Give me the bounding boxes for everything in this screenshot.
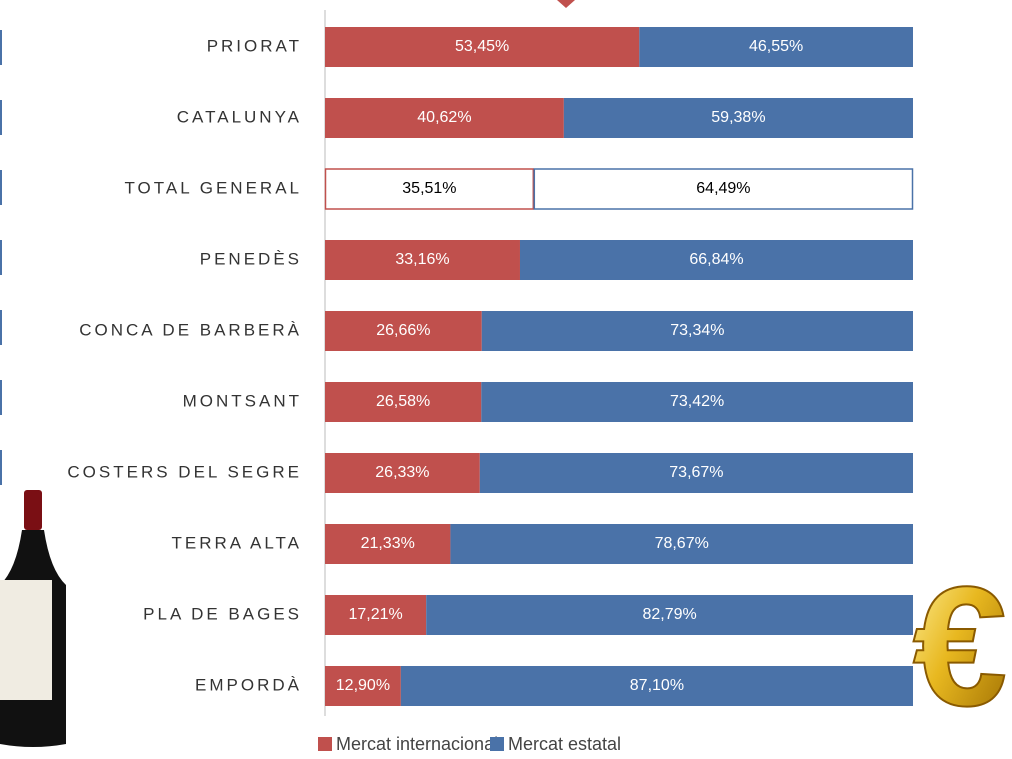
- chart: € PRIORAT 53,45% 46,55% CATALUNYA 40,62% 59,3…: [0, 0, 1012, 754]
- value-label: 21,33%: [361, 535, 415, 552]
- value-label: 73,42%: [670, 393, 724, 410]
- value-label: 78,67%: [655, 535, 709, 552]
- category-label: COSTERS DEL SEGRE: [67, 462, 302, 481]
- category-label: TOTAL GENERAL: [124, 178, 302, 197]
- legend-swatch: [318, 737, 332, 751]
- legend-label: Mercat internacional: [336, 734, 498, 754]
- category-label: TERRA ALTA: [172, 533, 302, 552]
- legend-swatch: [490, 737, 504, 751]
- value-label: 26,58%: [376, 393, 430, 410]
- value-label: 35,51%: [402, 180, 456, 197]
- value-label: 12,90%: [336, 677, 390, 694]
- value-label: 26,33%: [375, 464, 429, 481]
- value-label: 64,49%: [696, 180, 750, 197]
- value-label: 73,67%: [669, 464, 723, 481]
- category-label: PRIORAT: [207, 36, 302, 55]
- value-label: 87,10%: [630, 677, 684, 694]
- category-label: CONCA DE BARBERÀ: [79, 320, 302, 339]
- category-label: MONTSANT: [183, 391, 302, 410]
- page: {"chart_data": {"type": "stacked-bar-hor…: [0, 0, 1012, 754]
- value-label: 82,79%: [642, 606, 696, 623]
- value-label: 33,16%: [395, 251, 449, 268]
- value-label: 73,34%: [670, 322, 724, 339]
- category-label: PLA DE BAGES: [143, 604, 302, 623]
- category-label: EMPORDÀ: [195, 675, 302, 694]
- value-label: 46,55%: [749, 38, 803, 55]
- value-label: 59,38%: [711, 109, 765, 126]
- value-label: 17,21%: [348, 606, 402, 623]
- value-label: 53,45%: [455, 38, 509, 55]
- value-label: 26,66%: [376, 322, 430, 339]
- euro-icon: €: [913, 552, 1008, 742]
- category-label: PENEDÈS: [200, 249, 302, 268]
- top-marker: [557, 0, 575, 8]
- value-label: 40,62%: [417, 109, 471, 126]
- legend-label: Mercat estatal: [508, 734, 621, 754]
- category-label: CATALUNYA: [177, 107, 302, 126]
- bottle: [0, 490, 66, 747]
- value-label: 66,84%: [689, 251, 743, 268]
